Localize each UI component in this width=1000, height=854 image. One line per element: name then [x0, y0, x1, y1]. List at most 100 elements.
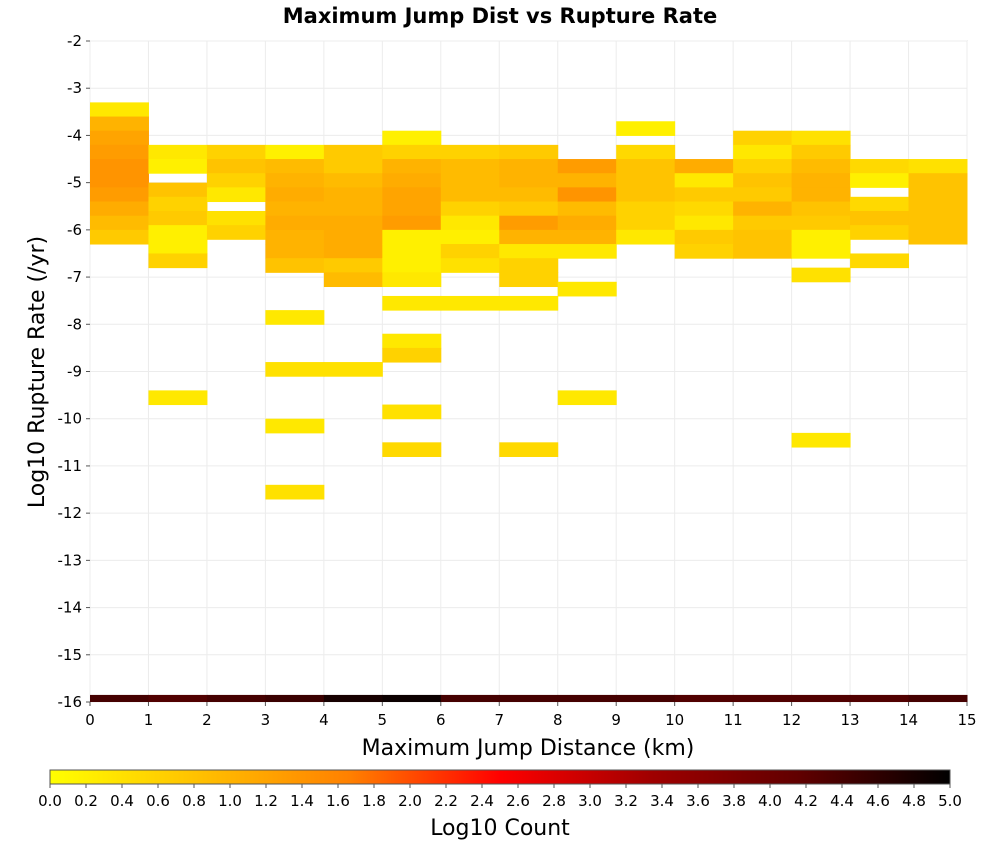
heatmap-cell — [206, 173, 266, 188]
heatmap-cell — [733, 244, 793, 259]
heatmap-cell — [265, 362, 325, 377]
heatmap-cell — [733, 130, 793, 146]
summary-cell — [206, 694, 266, 702]
heatmap-cell — [382, 229, 442, 245]
heatmap-cell — [265, 187, 325, 203]
x-tick-label: 8 — [553, 711, 563, 729]
heatmap-cell — [557, 159, 617, 174]
heatmap-cell — [382, 258, 442, 273]
heatmap-cell — [616, 144, 676, 160]
heatmap-cell — [323, 201, 383, 217]
y-axis-ticks: -2 -3 -4 -5 -6 -7 -8 -9 -10 -11 -12 -13 -14 -15 -16 — [58, 32, 90, 711]
heatmap-cell — [382, 295, 442, 311]
colorbar-tick-label: 4.6 — [866, 792, 890, 810]
heatmap-cell — [323, 244, 383, 259]
x-axis-ticks: 0 1 2 3 4 5 6 7 8 9 10 11 12 13 14 15 — [85, 702, 977, 729]
heatmap-cell — [323, 173, 383, 188]
colorbar-tick-label: 0.4 — [110, 792, 134, 810]
heatmap-cell — [206, 144, 266, 160]
summary-cell — [557, 694, 617, 702]
heatmap-cell — [557, 173, 617, 188]
colorbar-tick-label: 5.0 — [938, 792, 962, 810]
heatmap-cell — [674, 215, 734, 231]
y-tick-label: -3 — [67, 79, 82, 97]
colorbar-tick-label: 1.4 — [290, 792, 314, 810]
heatmap-cell — [382, 244, 442, 259]
summary-cell — [733, 694, 793, 702]
y-tick-label: -16 — [58, 693, 83, 711]
heatmap-cell — [90, 187, 149, 203]
heatmap-cell — [323, 362, 383, 377]
heatmap-cell — [382, 159, 442, 174]
heatmap-cell — [616, 201, 676, 217]
y-tick-label: -10 — [58, 410, 83, 428]
colorbar-tick-label: 4.0 — [758, 792, 782, 810]
heatmap-cell — [90, 201, 149, 217]
colorbar-ticks: 0.0 0.2 0.4 0.6 0.8 1.0 1.2 1.4 1.6 1.8 2.0 2.2 2.4 2… — [38, 784, 962, 810]
colorbar-tick-label: 2.6 — [506, 792, 530, 810]
heatmap-cell — [265, 159, 325, 174]
summary-cell — [148, 694, 208, 702]
x-tick-label: 3 — [261, 711, 271, 729]
heatmap-cell — [499, 229, 559, 245]
heatmap-cell — [499, 244, 559, 259]
heatmap-cell — [440, 258, 500, 273]
heatmap-cell — [499, 187, 559, 203]
heatmap-cell — [440, 215, 500, 231]
heatmap-cell — [382, 347, 442, 363]
heatmap-cell — [265, 201, 325, 217]
heatmap-cell — [733, 187, 793, 203]
heatmap-cell — [148, 144, 208, 160]
y-tick-label: -14 — [58, 599, 83, 617]
heatmap-cell — [674, 201, 734, 217]
heatmap-cell — [265, 244, 325, 259]
heatmap-cell — [148, 159, 208, 174]
heatmap-cell — [382, 404, 442, 420]
heatmap-cell — [323, 272, 383, 288]
heatmap-cell — [733, 215, 793, 231]
summary-cell — [674, 694, 734, 702]
heatmap-cell — [206, 225, 266, 240]
heatmap-cell — [148, 390, 208, 406]
heatmap-cell — [791, 267, 851, 283]
x-tick-label: 2 — [202, 711, 212, 729]
heatmap-cell — [382, 130, 442, 146]
heatmap-cell — [206, 159, 266, 174]
heatmap-cell — [791, 432, 851, 448]
heatmap-cell — [382, 187, 442, 203]
heatmap-cell — [557, 244, 617, 259]
heatmap-cell — [791, 130, 851, 146]
heatmap-cell — [499, 258, 559, 273]
heatmap-cell — [908, 173, 968, 188]
heatmap-cell — [440, 144, 500, 160]
heatmap-cell — [557, 281, 617, 297]
colorbar-tick-label: 0.0 — [38, 792, 62, 810]
heatmap-cell — [674, 229, 734, 245]
heatmap-cell — [323, 144, 383, 160]
heatmap-cell — [557, 215, 617, 231]
heatmap-cell — [616, 187, 676, 203]
heatmap-cell — [908, 215, 968, 231]
heatmap-cell — [616, 215, 676, 231]
heatmap-cell — [90, 116, 149, 132]
colorbar-tick-label: 1.2 — [254, 792, 278, 810]
heatmap-cell — [382, 201, 442, 217]
heatmap-cell — [90, 144, 149, 160]
heatmap-cell — [850, 210, 910, 226]
y-tick-label: -11 — [58, 457, 83, 475]
x-tick-label: 15 — [957, 711, 976, 729]
heatmap-cell — [148, 225, 208, 240]
x-tick-label: 13 — [841, 711, 860, 729]
heatmap-cell — [148, 182, 208, 198]
y-tick-label: -6 — [67, 221, 82, 239]
heatmap-cell — [499, 201, 559, 217]
heatmap-cell — [499, 144, 559, 160]
y-tick-label: -9 — [67, 363, 82, 381]
chart-title: Maximum Jump Dist vs Rupture Rate — [283, 4, 717, 28]
colorbar-tick-label: 1.8 — [362, 792, 386, 810]
heatmap-cells — [90, 102, 968, 702]
summary-cell — [791, 694, 851, 702]
heatmap-cell — [499, 295, 559, 311]
heatmap-cell — [323, 229, 383, 245]
heatmap-cell — [440, 159, 500, 174]
